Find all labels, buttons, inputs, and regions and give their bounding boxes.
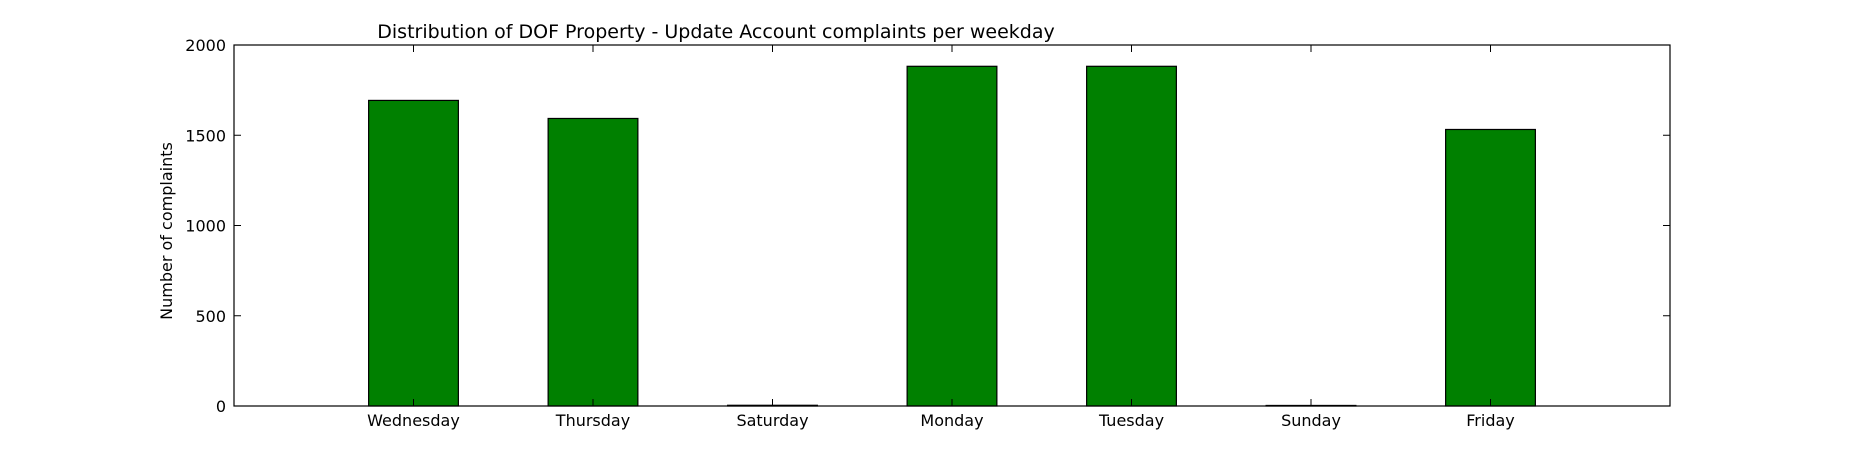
bar-wednesday (368, 99, 459, 407)
x-tick-label-tuesday: Tuesday (1098, 411, 1164, 430)
y-tick-label: 1500 (185, 126, 226, 145)
y-tick-label: 500 (195, 307, 226, 326)
bar-tuesday (1086, 65, 1177, 407)
x-tick-label-friday: Friday (1466, 411, 1515, 430)
bar-friday (1445, 128, 1536, 407)
x-tick-label-sunday: Sunday (1281, 411, 1341, 430)
plot-frame (233, 44, 1671, 407)
y-tick-label: 0 (216, 397, 226, 416)
chart-title: Distribution of DOF Property - Update Ac… (377, 21, 1054, 43)
x-tick-label-saturday: Saturday (736, 411, 808, 430)
bar-monday (906, 65, 998, 407)
y-ticks-group: 0 500 1000 1500 2000 (185, 36, 1670, 416)
x-ticks-group: Wednesday Thursday Saturday Monday Tuesday Su… (367, 45, 1515, 430)
bars-group (368, 65, 1536, 407)
y-tick-label: 2000 (185, 36, 226, 55)
bar-thursday (547, 117, 639, 407)
x-tick-label-thursday: Thursday (555, 411, 630, 430)
y-tick-label: 1000 (185, 217, 226, 236)
x-tick-label-wednesday: Wednesday (367, 411, 460, 430)
y-axis-label: Number of complaints (157, 142, 176, 320)
x-tick-label-monday: Monday (920, 411, 983, 430)
